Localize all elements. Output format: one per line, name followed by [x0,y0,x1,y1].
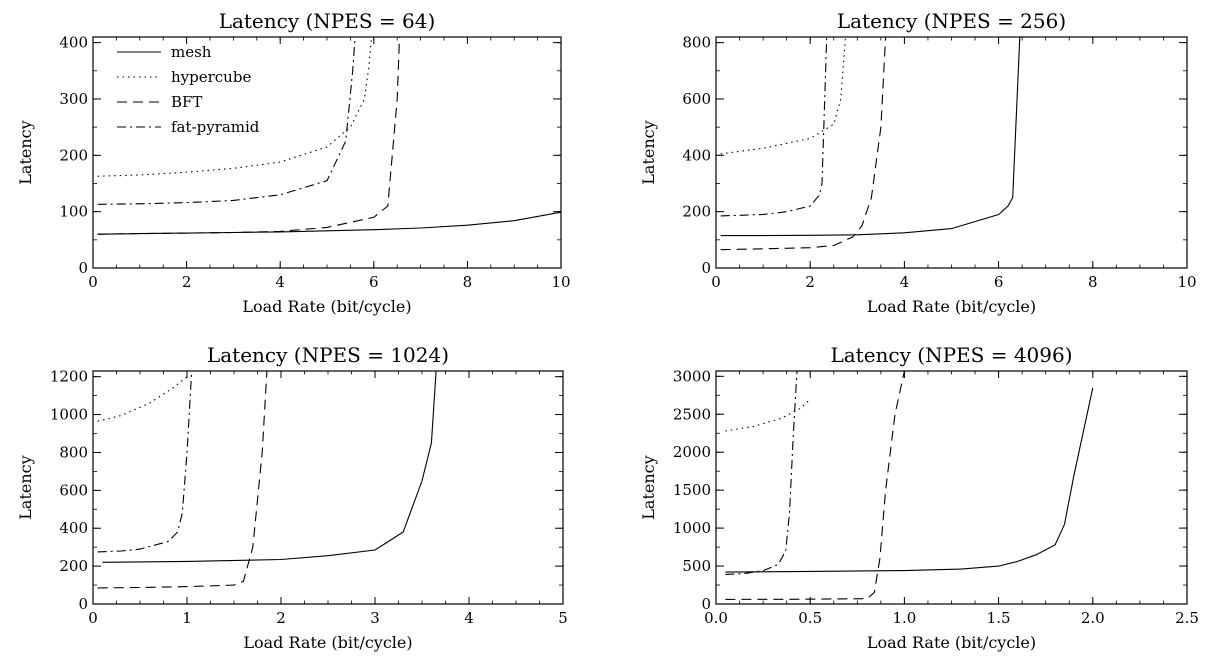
y-tick-label: 300 [59,90,88,108]
x-tick-label: 6 [994,273,1004,291]
plot-frame [715,36,1188,269]
x-tick-label: 2.5 [1175,609,1199,627]
x-tick-label: 10 [1177,273,1196,291]
y-tick-label: 2500 [673,405,711,423]
legend-label-mesh: mesh [171,43,212,61]
x-tick-label: 2 [805,273,815,291]
x-tick-label: 3 [370,609,380,627]
x-tick-label: 0.5 [798,609,822,627]
x-tick-label: 2 [182,273,192,291]
y-tick-label: 1000 [673,519,711,537]
chart-panel-npes-1024: Latency (NPES = 1024) 0 1 2 3 4 5 0 200 400 600 800… [16,343,568,652]
y-tick-label: 400 [682,146,711,164]
x-tick-label: 0.0 [704,609,728,627]
series-line-BFT [97,37,401,235]
x-axis-label: Load Rate (bit/cycle) [867,633,1036,652]
x-tick-label: 4 [900,273,910,291]
x-axis-label: Load Rate (bit/cycle) [867,297,1036,316]
y-tick-label: 3000 [673,367,711,385]
y-axis-label: Latency [16,120,35,184]
x-axis-label: Load Rate (bit/cycle) [242,297,411,316]
x-tick-label: 6 [369,273,379,291]
legend-label-BFT: BFT [171,93,202,111]
y-tick-label: 400 [59,519,88,537]
chart-title: Latency (NPES = 1024) [207,343,449,367]
x-tick-label: 0 [88,609,98,627]
legend-label-fat-pyramid: fat-pyramid [171,118,260,136]
y-tick-label: 600 [682,90,711,108]
chart-panel-npes-256: Latency (NPES = 256) 0 2 4 6 8 10 0 200 400 600 800… [639,9,1197,316]
series-line-fat-pyramid [97,371,193,553]
x-tick-label: 0 [88,273,98,291]
y-tick-label: 0 [701,259,711,277]
series-line-hypercube [720,37,847,155]
y-tick-label: 800 [59,443,88,461]
y-tick-label: 0 [78,595,88,613]
series-line-hypercube [725,398,811,432]
y-tick-label: 400 [59,34,88,52]
x-tick-label: 4 [464,609,474,627]
x-tick-label: 4 [275,273,285,291]
y-tick-label: 800 [682,34,711,52]
y-tick-label: 600 [59,481,88,499]
chart-panel-npes-4096: Latency (NPES = 4096) 0.0 0.5 1.0 1.5 2.0 2.5 0… [639,343,1199,652]
y-tick-label: 200 [682,203,711,221]
y-tick-label: 500 [682,557,711,575]
y-axis-label: Latency [639,120,658,184]
x-tick-label: 10 [551,273,570,291]
chart-panel-npes-64: Latency (NPES = 64)0 2 4 6 8 100100200300400L… [16,9,571,316]
x-tick-label: 2 [276,609,286,627]
x-tick-label: 1.5 [987,609,1011,627]
chart-title: Latency (NPES = 4096) [830,343,1072,367]
x-tick-label: 2.0 [1081,609,1105,627]
series-line-mesh [102,371,437,563]
series-line-BFT [720,37,887,251]
x-tick-label: 1 [182,609,192,627]
chart-title: Latency (NPES = 64) [219,9,436,33]
y-tick-label: 1200 [50,368,88,386]
series-line-fat-pyramid [720,37,828,217]
x-tick-label: 8 [463,273,473,291]
y-tick-label: 0 [701,595,711,613]
y-tick-label: 100 [59,203,88,221]
chart-title: Latency (NPES = 256) [837,9,1066,33]
series-line-hypercube [97,37,373,177]
x-tick-label: 5 [558,609,568,627]
x-tick-label: 1.0 [892,609,916,627]
series-line-mesh [720,37,1021,237]
y-tick-label: 2000 [673,443,711,461]
y-axis-label: Latency [639,455,658,519]
y-tick-label: 1000 [50,406,88,424]
series-line-BFT [97,371,268,589]
series-line-hypercube [97,376,188,422]
series-line-mesh [725,387,1094,573]
legend-label-hypercube: hypercube [171,68,251,86]
series-line-fat-pyramid [97,37,356,205]
series-line-mesh [97,211,561,235]
y-tick-label: 0 [78,259,88,277]
x-tick-label: 0 [711,273,721,291]
series-line-BFT [725,371,905,600]
x-tick-label: 8 [1088,273,1098,291]
y-axis-label: Latency [16,455,35,519]
y-tick-label: 200 [59,146,88,164]
y-tick-label: 1500 [673,481,711,499]
y-tick-label: 200 [59,557,88,575]
x-axis-label: Load Rate (bit/cycle) [243,633,412,652]
plot-frame [92,370,564,605]
series-line-fat-pyramid [725,371,798,575]
